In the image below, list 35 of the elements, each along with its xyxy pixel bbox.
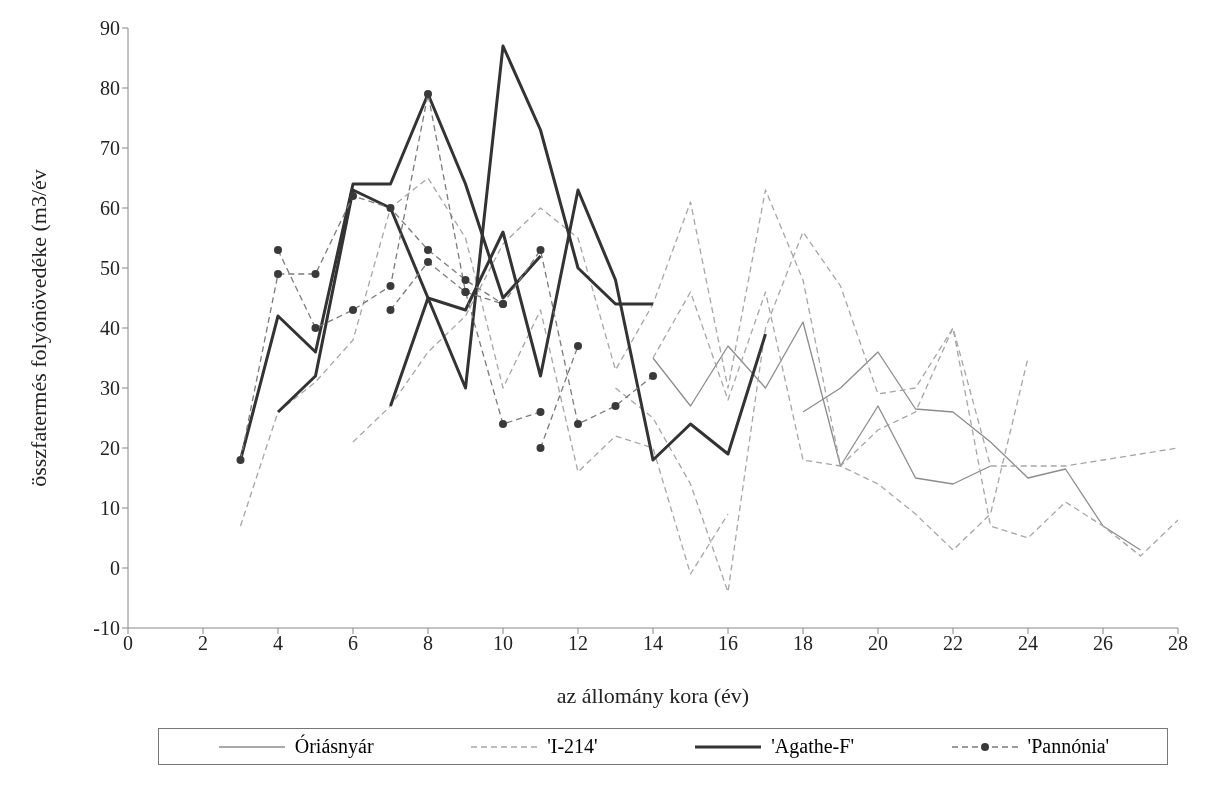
x-tick-label: 24: [1018, 632, 1038, 655]
x-tick-label: 16: [718, 632, 738, 655]
y-tick-label: 30: [100, 377, 120, 400]
x-tick-label: 4: [273, 632, 283, 655]
x-tick-label: 26: [1093, 632, 1113, 655]
y-tick-label: -10: [93, 617, 120, 640]
x-tick-label: 8: [423, 632, 433, 655]
y-tick-label: 10: [100, 497, 120, 520]
x-tick-label: 2: [198, 632, 208, 655]
x-tick-label: 22: [943, 632, 963, 655]
y-axis-title: összfatermés folyónövedéke (m3/év: [25, 169, 51, 487]
y-tick-label: 20: [100, 437, 120, 460]
x-tick-label: 20: [868, 632, 888, 655]
legend-label: 'Agathe-F': [771, 735, 854, 758]
legend-label: 'I-214': [547, 735, 598, 758]
y-tick-label: 50: [100, 257, 120, 280]
x-tick-label: 6: [348, 632, 358, 655]
x-tick-label: 10: [493, 632, 513, 655]
y-tick-label: 90: [100, 17, 120, 40]
x-tick-label: 12: [568, 632, 588, 655]
point: [236, 456, 245, 464]
y-tick-label: 0: [110, 557, 120, 580]
x-tick-label: 28: [1168, 632, 1188, 655]
legend-label: Óriásnyár: [294, 735, 374, 758]
y-tick-label: 60: [100, 197, 120, 220]
x-axis-title: az állomány kora (év): [556, 683, 750, 708]
x-tick-label: 18: [793, 632, 813, 655]
legend-label: 'Pannónia': [1027, 735, 1110, 758]
line-series: [652, 291, 1029, 551]
point: [424, 90, 432, 98]
y-tick-label: 40: [100, 317, 120, 340]
point: [386, 204, 395, 212]
x-tick-label: 14: [643, 632, 663, 655]
y-tick-label: 80: [100, 77, 120, 100]
y-tick-label: 70: [100, 137, 120, 160]
